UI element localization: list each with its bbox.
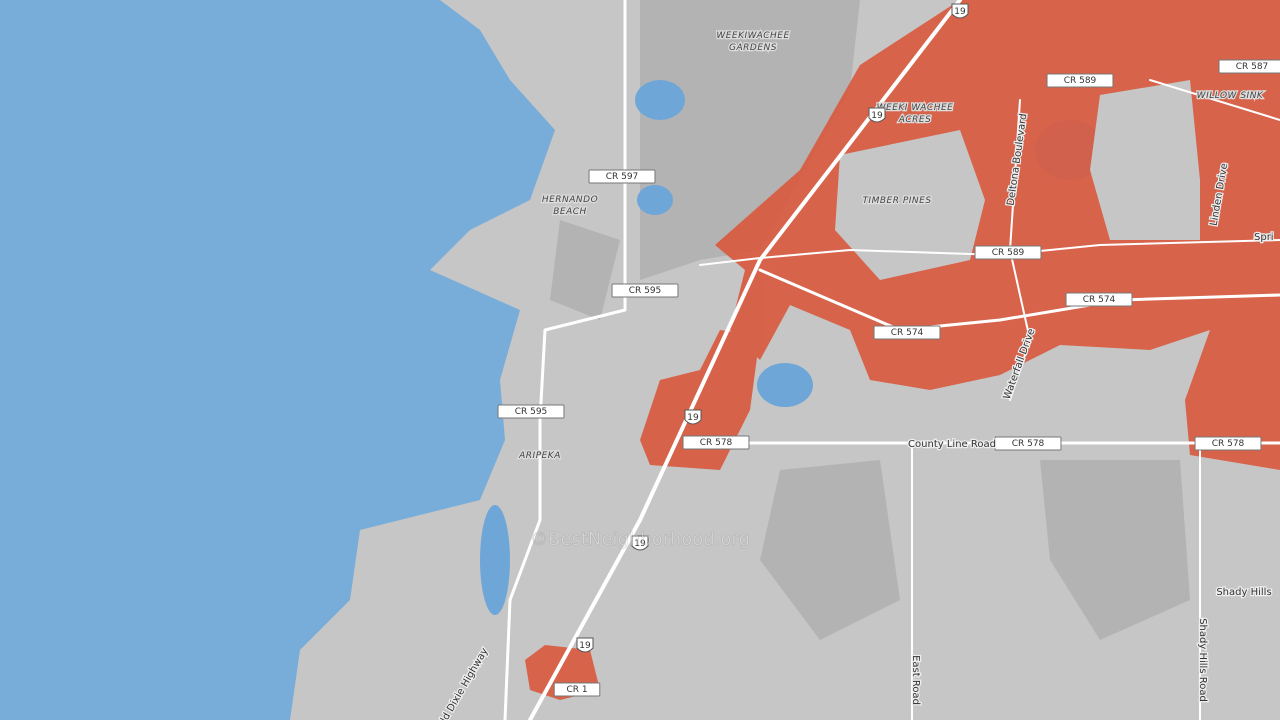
road-shield-box	[974, 245, 1042, 260]
road-shield-label: CR 574	[891, 328, 924, 338]
road-shield-label: CR 578	[1012, 439, 1045, 449]
road-name: County Line Road	[908, 439, 996, 450]
road-shield-label: CR 587	[1236, 62, 1269, 72]
road-shield: CR 589	[974, 245, 1042, 260]
road-shield: CR 595	[497, 404, 565, 419]
road-shield: CR 589	[1046, 73, 1114, 88]
road-shield-label: CR 578	[700, 438, 733, 448]
road-shield: CR 578	[682, 435, 750, 450]
us-shield-shape	[684, 409, 702, 425]
road-shield-label: CR 589	[1064, 76, 1097, 86]
place-label: ACRES	[898, 115, 932, 125]
us-shield-label: 19	[634, 539, 646, 549]
road-shield: CR 587	[1218, 59, 1280, 74]
place-label: BEACH	[553, 207, 587, 217]
road-shield-box	[994, 436, 1062, 451]
place-label: WEEKIWACHEE	[716, 31, 789, 41]
us-route-shield: 19	[868, 107, 886, 123]
road-shield: CR 578	[1194, 436, 1262, 451]
road-shield-box	[1194, 436, 1262, 451]
road-shield: CR 574	[1065, 292, 1133, 307]
road-shield-box	[1046, 73, 1114, 88]
place-label: WEEKI WACHEE	[877, 103, 954, 113]
place-label: HERNANDO	[542, 195, 598, 205]
road-shield-box	[1065, 292, 1133, 307]
road-shield-label: CR 578	[1212, 439, 1245, 449]
road-shield: CR 597	[588, 169, 656, 184]
gulf-water	[0, 0, 555, 720]
us-shield-label: 19	[579, 641, 591, 651]
road-shield-box	[682, 435, 750, 450]
watermark: ©BestNeighborhood.org	[530, 529, 750, 550]
place-label: WILLOW SINK	[1197, 91, 1264, 101]
road-shield: CR 574	[873, 325, 941, 340]
roads	[503, 0, 1280, 720]
place-label: TIMBER PINES	[862, 196, 931, 206]
road-shield-box	[873, 325, 941, 340]
road-shield-box	[1218, 59, 1280, 74]
road-shield-box	[611, 283, 679, 298]
us-route-shield: 19	[684, 409, 702, 425]
place-label: ARIPEKA	[518, 451, 561, 461]
us-route-shield: 19	[576, 637, 594, 653]
road-shield: CR 1	[553, 682, 601, 697]
road-shield: CR 578	[994, 436, 1062, 451]
place-label: GARDENS	[729, 43, 777, 53]
road-shield-label: CR 595	[629, 286, 662, 296]
road-shield-label: CR 1	[566, 685, 587, 695]
us-shield-shape	[951, 3, 969, 19]
us-shield-shape	[631, 535, 649, 551]
land-texture	[550, 0, 1190, 640]
road-shield-label: CR 589	[992, 248, 1025, 258]
road-shield-box	[553, 682, 601, 697]
us-shield-label: 19	[687, 413, 699, 423]
road-shield-label: CR 597	[606, 172, 639, 182]
place-label: Shady Hills	[1216, 587, 1271, 598]
us-shield-label: 19	[871, 111, 883, 121]
road-name: Shady Hills Road	[1197, 618, 1208, 702]
us-shield-shape	[868, 107, 886, 123]
road-shield-label: CR 574	[1083, 295, 1116, 305]
us-route-shield: 19	[951, 3, 969, 19]
road-shield-box	[497, 404, 565, 419]
red-area-holes	[835, 80, 1200, 280]
road-shield-label: CR 595	[515, 407, 548, 417]
place-label: Spri	[1254, 232, 1274, 243]
road-shield-box	[588, 169, 656, 184]
road-shield: CR 595	[611, 283, 679, 298]
us-shield-label: 19	[954, 7, 966, 17]
road-name: East Road	[910, 655, 921, 705]
us-shield-shape	[576, 637, 594, 653]
us-route-shield: 19	[631, 535, 649, 551]
